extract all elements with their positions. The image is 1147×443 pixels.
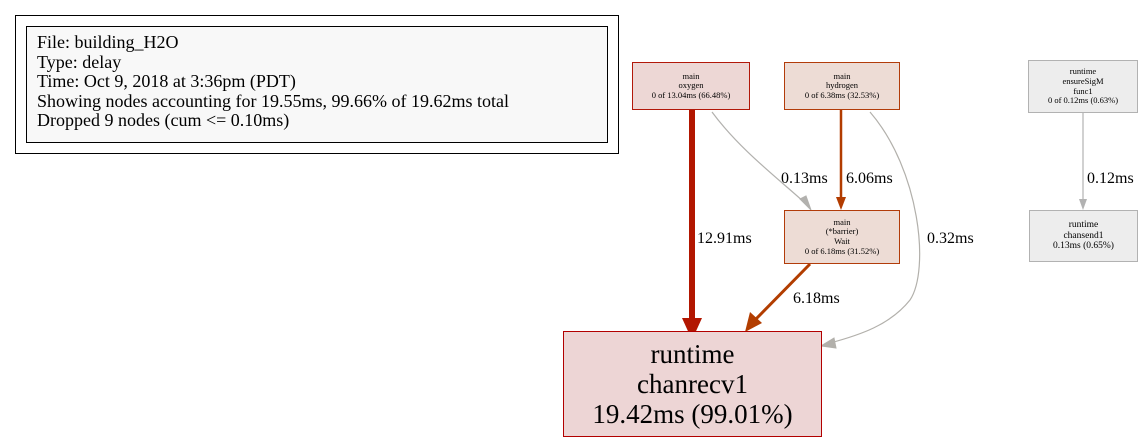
node-runtime-chanrecv1-value: 19.42ms (99.01%) bbox=[592, 399, 793, 429]
node-main-barrier-wait-value: 0 of 6.18ms (31.52%) bbox=[804, 245, 880, 256]
legend-showing: Showing nodes accounting for 19.55ms, 99… bbox=[37, 90, 509, 111]
node-runtime-ensuresigm-value: 0 of 0.12ms (0.63%) bbox=[1047, 95, 1119, 106]
node-runtime-chanrecv1-function: chanrecv1 bbox=[637, 369, 748, 399]
edge-label-ensuresigm-to-chansend1: 0.12ms bbox=[1087, 170, 1134, 187]
node-runtime-ensuresigm-function: ensureSigM bbox=[1062, 75, 1104, 86]
node-main-oxygen-value: 0 of 13.04ms (66.48%) bbox=[651, 89, 731, 100]
node-main-barrier-wait[interactable]: main (*barrier) Wait 0 of 6.18ms (31.52%… bbox=[784, 210, 900, 264]
node-runtime-ensuresigm-package: runtime bbox=[1069, 66, 1097, 77]
edge-hydrogen-to-chanrecv1 bbox=[829, 111, 921, 344]
node-main-hydrogen-function: hydrogen bbox=[825, 80, 859, 91]
edge-hydrogen-to-barrier-wait-arrowhead bbox=[836, 197, 846, 210]
node-runtime-chanrecv1[interactable]: runtime chanrecv1 19.42ms (99.01%) bbox=[563, 331, 822, 437]
edge-barrier-wait-to-chanrecv1 bbox=[753, 262, 812, 322]
node-main-barrier-wait-receiver: (*barrier) bbox=[825, 226, 859, 237]
legend-time: Time: Oct 9, 2018 at 3:36pm (PDT) bbox=[37, 71, 296, 91]
legend-type: Type: delay bbox=[37, 51, 122, 72]
edge-barrier-wait-to-chanrecv1-arrowhead bbox=[745, 312, 762, 332]
legend-box: File: building_H2O Type: delay Time: Oct… bbox=[15, 15, 619, 154]
legend-dropped: Dropped 9 nodes (cum <= 0.10ms) bbox=[37, 110, 290, 130]
edge-label-hydrogen-to-barrier-wait: 6.06ms bbox=[846, 170, 893, 187]
edge-label-barrier-wait-to-chanrecv1: 6.18ms bbox=[793, 290, 840, 307]
node-runtime-ensuresigm-closure: func1 bbox=[1073, 85, 1093, 96]
node-runtime-chansend1-value: 0.13ms (0.65%) bbox=[1053, 241, 1114, 252]
node-main-hydrogen-value: 0 of 6.38ms (32.53%) bbox=[804, 89, 880, 100]
node-runtime-chansend1-function: chansend1 bbox=[1063, 230, 1104, 241]
node-main-oxygen-function: oxygen bbox=[678, 80, 704, 91]
edge-label-hydrogen-to-chanrecv1: 0.32ms bbox=[927, 230, 974, 247]
node-runtime-ensuresigm-func1[interactable]: runtime ensureSigM func1 0 of 0.12ms (0.… bbox=[1028, 60, 1138, 113]
edge-label-oxygen-to-barrier-wait: 0.13ms bbox=[781, 170, 828, 187]
node-main-hydrogen-package: main bbox=[833, 70, 851, 81]
node-main-barrier-wait-package: main bbox=[833, 216, 851, 227]
edge-oxygen-to-chanrecv1-arrowhead bbox=[682, 318, 702, 340]
edge-oxygen-to-barrier-wait-arrowhead bbox=[799, 195, 812, 211]
edge-label-oxygen-to-chanrecv1: 12.91ms bbox=[697, 230, 752, 247]
edge-oxygen-to-barrier-wait bbox=[711, 111, 806, 204]
edge-ensuresigm-to-chansend1-arrowhead bbox=[1079, 199, 1087, 210]
node-main-barrier-wait-function: Wait bbox=[834, 236, 850, 246]
edge-hydrogen-to-chanrecv1-arrowhead bbox=[819, 337, 837, 349]
node-main-hydrogen[interactable]: main hydrogen 0 of 6.38ms (32.53%) bbox=[784, 62, 900, 110]
legend-file: File: building_H2O bbox=[37, 32, 179, 52]
node-runtime-chanrecv1-package: runtime bbox=[650, 339, 735, 369]
node-main-oxygen-package: main bbox=[682, 70, 700, 81]
node-runtime-chansend1-package: runtime bbox=[1068, 220, 1099, 231]
legend-content: File: building_H2O Type: delay Time: Oct… bbox=[26, 26, 608, 143]
node-runtime-chansend1[interactable]: runtime chansend1 0.13ms (0.65%) bbox=[1029, 210, 1138, 262]
node-main-oxygen[interactable]: main oxygen 0 of 13.04ms (66.48%) bbox=[632, 62, 750, 110]
